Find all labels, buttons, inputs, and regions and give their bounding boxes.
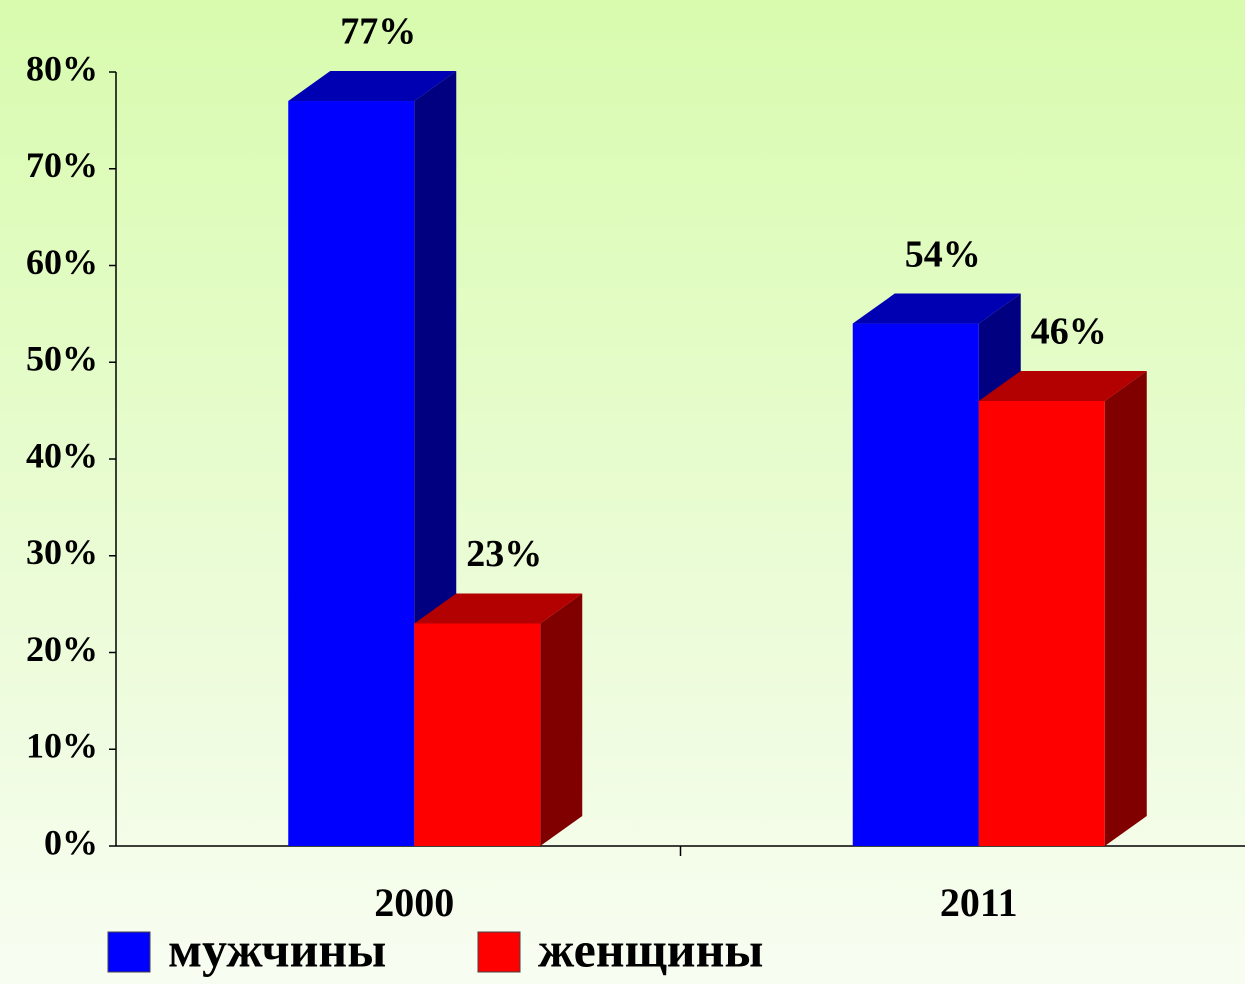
x-tick-label: 2000 (374, 880, 454, 925)
bar-side (1104, 370, 1147, 846)
y-tick-label: 10% (26, 726, 98, 766)
y-tick-label: 40% (26, 435, 98, 475)
y-tick-label: 30% (26, 532, 98, 572)
bar-top (414, 593, 583, 624)
y-tick-label: 80% (26, 48, 98, 88)
bar (288, 101, 415, 846)
y-tick-label: 20% (26, 629, 98, 669)
legend-swatch (477, 931, 521, 973)
legend-label: женщины (538, 921, 763, 977)
value-label: 46% (1031, 311, 1107, 353)
legend-label: мужчины (168, 921, 386, 977)
y-tick-label: 0% (44, 822, 98, 862)
bar (978, 400, 1105, 846)
bar-side (540, 593, 583, 846)
bar-top (978, 370, 1147, 401)
bar (414, 623, 541, 846)
bar-top (852, 293, 1021, 324)
y-tick-label: 70% (26, 145, 98, 185)
value-label: 77% (340, 11, 416, 53)
value-label: 23% (466, 533, 542, 575)
y-tick-label: 50% (26, 339, 98, 379)
bar (852, 323, 979, 846)
legend-swatch (107, 931, 151, 973)
x-tick-label: 2011 (940, 880, 1018, 925)
value-label: 54% (905, 233, 981, 275)
bar-top (288, 71, 457, 102)
y-tick-label: 60% (26, 242, 98, 282)
